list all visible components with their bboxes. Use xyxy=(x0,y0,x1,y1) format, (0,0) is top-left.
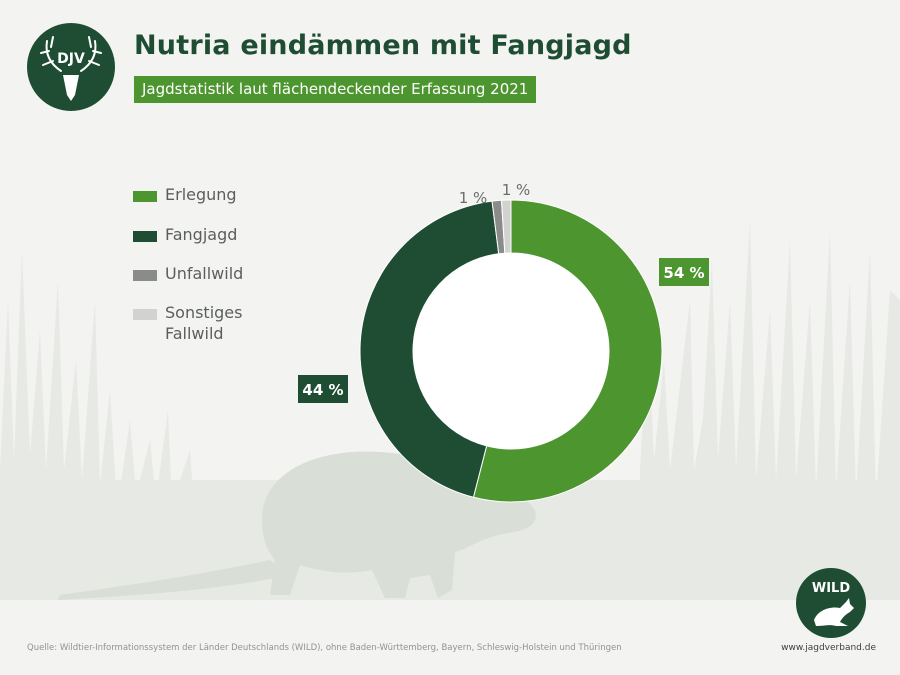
website-url: www.jagdverband.de xyxy=(781,643,876,653)
deer-antler-icon xyxy=(40,36,102,72)
legend-item-sonstiges-fallwild: Sonstiges Fallwild xyxy=(133,302,275,344)
data-label-text: 1 % xyxy=(502,181,531,199)
data-label-erlegung: 54 % xyxy=(659,258,709,286)
source-note: Quelle: Wildtier-Informationssystem der … xyxy=(27,643,622,653)
legend-swatch xyxy=(133,270,157,281)
legend-label: Fangjagd xyxy=(165,225,238,244)
deer-head-icon xyxy=(63,75,79,101)
data-label-box xyxy=(298,375,348,403)
data-label-text: 1 % xyxy=(459,189,488,207)
donut-hole xyxy=(413,253,609,449)
page-subtitle: Jagdstatistik laut flächendeckender Erfa… xyxy=(134,76,537,103)
legend-label: Unfallwild xyxy=(165,264,244,283)
slice-sonstiges-fallwild xyxy=(500,199,512,254)
legend-item-unfallwild: Unfallwild xyxy=(133,263,275,284)
legend-item-fangjagd: Fangjagd xyxy=(133,224,275,245)
wild-logo-text: WILD xyxy=(812,581,850,596)
djv-logo: DJV xyxy=(27,23,115,111)
data-label-text: 44 % xyxy=(302,381,343,399)
data-label-fangjagd: 44 % xyxy=(298,375,348,403)
data-label-text: 54 % xyxy=(663,264,704,282)
data-label-unfallwild: 1 % xyxy=(459,189,488,207)
wild-logo: WILD xyxy=(796,568,866,638)
data-label-sonstiges-fallwild: 1 % xyxy=(502,181,531,199)
data-label-box xyxy=(659,258,709,286)
legend-swatch xyxy=(133,191,157,202)
legend-swatch xyxy=(133,309,157,320)
slice-erlegung xyxy=(472,199,663,503)
slice-fangjagd xyxy=(359,200,500,498)
legend-label: Sonstiges Fallwild xyxy=(165,303,243,343)
legend-item-erlegung: Erlegung xyxy=(133,184,275,205)
legend-swatch xyxy=(133,231,157,242)
djv-logo-text: DJV xyxy=(57,51,85,67)
hare-icon xyxy=(814,598,854,626)
legend-label: Erlegung xyxy=(165,185,237,204)
page-title: Nutria eindämmen mit Fangjagd xyxy=(134,30,632,61)
